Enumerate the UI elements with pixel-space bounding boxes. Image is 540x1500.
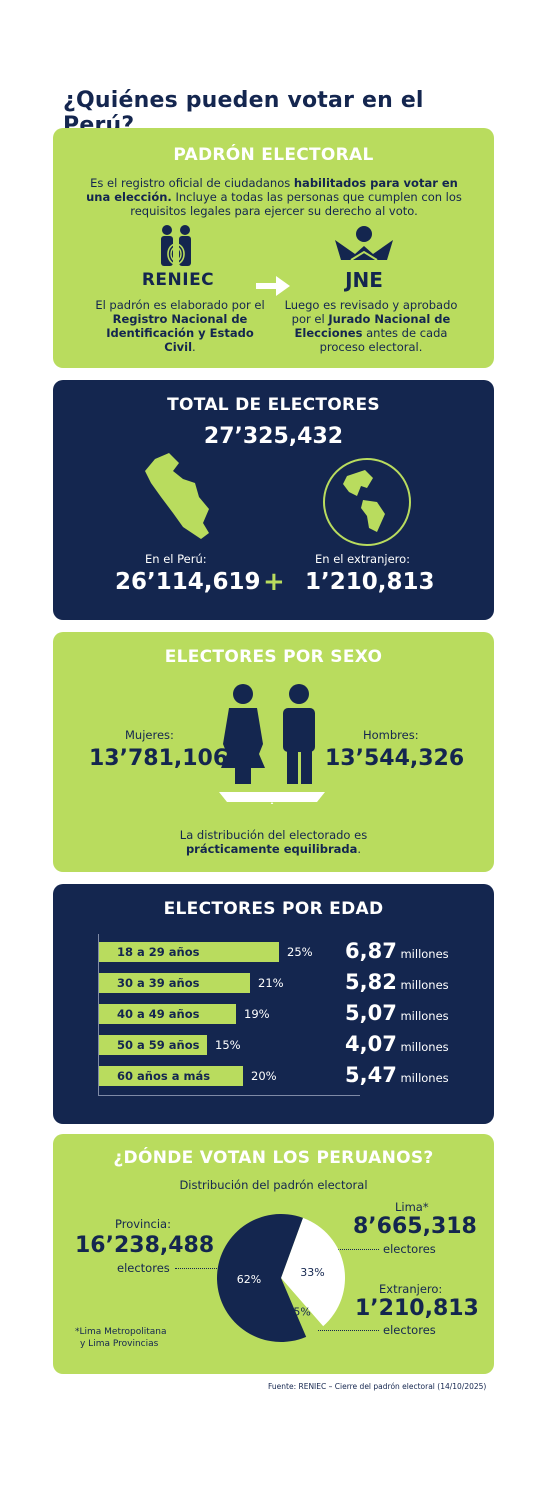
age-bar-percent: 20% xyxy=(251,1069,277,1083)
woman-man-icon xyxy=(213,684,333,814)
pie-slice-provincia-label: 62% xyxy=(237,1273,261,1286)
ext-leader-line xyxy=(313,1330,379,1331)
globe-icon xyxy=(321,456,413,552)
pie-slice-lima xyxy=(281,1217,345,1327)
provincia-leader-line xyxy=(175,1268,247,1269)
provincia-value: 16’238,488 xyxy=(75,1233,215,1258)
pie-slice-provincia xyxy=(217,1214,307,1342)
reniec-description: El padrón es elaborado por el Registro N… xyxy=(95,298,265,354)
age-millions-unit: millones xyxy=(396,1009,449,1023)
chart-axis xyxy=(98,934,360,1096)
age-bar: 30 a 39 años xyxy=(99,973,250,993)
age-millions-unit: millones xyxy=(396,1071,449,1085)
padron-description: Es el registro oficial de ciudadanos hab… xyxy=(86,176,462,218)
donde-pie-chart: 33% 5% 62% xyxy=(215,1212,347,1344)
sexo-heading: ELECTORES POR SEXO xyxy=(164,647,383,667)
pie-slice-extranjero-label: 5% xyxy=(293,1306,310,1319)
peru-map-icon xyxy=(143,453,213,543)
men-value: 13’544,326 xyxy=(325,746,465,771)
age-millions: 5,07 millones xyxy=(345,1000,449,1029)
age-millions-unit: millones xyxy=(396,978,449,992)
age-bar-percent: 25% xyxy=(287,945,313,959)
lima-unit: electores xyxy=(383,1242,436,1256)
donde-subtitle: Distribución del padrón electoral xyxy=(179,1178,368,1192)
padron-card: PADRÓN ELECTORAL Es el registro oficial … xyxy=(53,128,494,368)
donde-card: ¿DÓNDE VOTAN LOS PERUANOS? Distribución … xyxy=(53,1134,494,1374)
footnote-line-2: y Lima Provincias xyxy=(80,1339,159,1349)
provincia-label: Provincia: xyxy=(115,1217,171,1231)
pie-slice-lima-label: 33% xyxy=(300,1266,324,1279)
lima-label: Lima* xyxy=(395,1200,429,1214)
jne-description: Luego es revisado y aprobado por el Jura… xyxy=(284,298,458,354)
ext-unit: electores xyxy=(383,1323,436,1337)
page-title: ¿Quiénes pueden votar en el Perú? xyxy=(63,88,424,138)
age-millions: 5,47 millones xyxy=(345,1062,449,1091)
age-millions-value: 6,87 xyxy=(345,939,397,963)
provincia-unit: electores xyxy=(117,1261,170,1275)
lima-value: 8’665,318 xyxy=(353,1214,477,1239)
ext-label: Extranjero: xyxy=(379,1282,443,1296)
peru-label: En el Perú: xyxy=(145,552,207,566)
age-millions-value: 4,07 xyxy=(345,1032,397,1056)
pie-slice-extranjero xyxy=(281,1278,324,1337)
reniec-people-icon xyxy=(161,225,191,266)
age-bar: 40 a 49 años xyxy=(99,1004,236,1024)
age-millions: 4,07 millones xyxy=(345,1031,449,1060)
age-millions-unit: millones xyxy=(396,1040,449,1054)
lima-leader-line xyxy=(313,1249,379,1250)
women-label: Mujeres: xyxy=(125,728,174,742)
peru-value: 26’114,619 xyxy=(115,569,261,595)
right-arrow-icon xyxy=(256,276,290,300)
plus-sign: + xyxy=(263,567,285,597)
age-millions-value: 5,47 xyxy=(345,1063,397,1087)
age-millions-unit: millones xyxy=(396,947,449,961)
age-bar: 60 años a más xyxy=(99,1066,243,1086)
abroad-value: 1’210,813 xyxy=(305,569,435,595)
footnote-line-1: *Lima Metropolitana xyxy=(75,1327,167,1337)
edad-card: ELECTORES POR EDAD 18 a 29 años 25% 6,87 m… xyxy=(53,884,494,1124)
total-card: TOTAL DE ELECTORES 27’325,432 En el Perú… xyxy=(53,380,494,620)
men-label: Hombres: xyxy=(363,728,419,742)
abroad-label: En el extranjero: xyxy=(315,552,411,566)
age-millions-value: 5,82 xyxy=(345,970,397,994)
age-millions: 6,87 millones xyxy=(345,938,449,967)
reniec-logo-text: RENIEC xyxy=(141,270,215,290)
age-millions: 5,82 millones xyxy=(345,969,449,998)
age-bar: 18 a 29 años xyxy=(99,942,279,962)
jne-logo: JNE xyxy=(329,224,399,292)
age-millions-value: 5,07 xyxy=(345,1001,397,1025)
footnote: *Lima Metropolitana y Lima Provincias xyxy=(75,1326,166,1350)
edad-heading: ELECTORES POR EDAD xyxy=(163,899,384,919)
total-value: 27’325,432 xyxy=(203,424,344,449)
jne-emblem-icon xyxy=(335,226,393,261)
sexo-card: ELECTORES POR SEXO Mujeres: 13’781,106 H… xyxy=(53,632,494,872)
source-note: Fuente: RENIEC – Cierre del padrón elect… xyxy=(268,1382,487,1391)
women-value: 13’781,106 xyxy=(89,746,229,771)
age-bar-percent: 15% xyxy=(215,1038,241,1052)
ext-value: 1’210,813 xyxy=(355,1296,479,1321)
sexo-note: La distribución del electorado es práctic… xyxy=(179,828,368,856)
age-bar-percent: 19% xyxy=(244,1007,270,1021)
total-heading: TOTAL DE ELECTORES xyxy=(167,395,380,415)
padron-heading: PADRÓN ELECTORAL xyxy=(173,145,374,165)
age-bar-percent: 21% xyxy=(258,976,284,990)
donde-heading: ¿DÓNDE VOTAN LOS PERUANOS? xyxy=(113,1148,434,1168)
age-bar: 50 a 59 años xyxy=(99,1035,207,1055)
jne-logo-text: JNE xyxy=(345,268,383,292)
reniec-logo: RENIEC xyxy=(133,224,223,290)
